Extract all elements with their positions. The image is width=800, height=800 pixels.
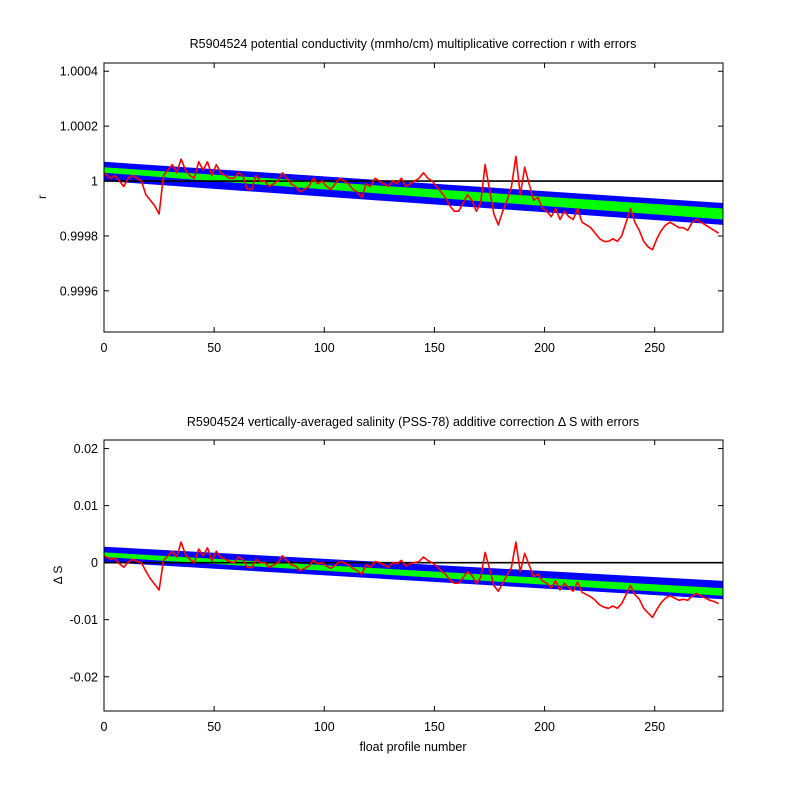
series-line bbox=[104, 155, 720, 251]
plot-area bbox=[104, 541, 723, 619]
x-tick-label: 0 bbox=[101, 341, 108, 355]
y-tick-label: 0.02 bbox=[74, 442, 98, 456]
y-tick-label: -0.01 bbox=[70, 613, 99, 627]
x-tick-label: 150 bbox=[424, 341, 445, 355]
axis-ticks: 0 50 100 150 200 250 -0.02 -0.01 0 0.01 0.02 bbox=[70, 440, 723, 734]
x-tick-label: 150 bbox=[424, 720, 445, 734]
y-tick-label: -0.02 bbox=[70, 670, 99, 684]
chart-panel-delta-s: R5904524 vertically-averaged salinity (P… bbox=[51, 415, 724, 754]
x-tick-label: 250 bbox=[644, 720, 665, 734]
axes-frame bbox=[103, 439, 724, 712]
y-axis-label: Δ S bbox=[51, 566, 65, 585]
x-tick-label: 100 bbox=[314, 341, 335, 355]
x-axis-label: float profile number bbox=[359, 740, 466, 754]
chart-panel-r: R5904524 potential conductivity (mmho/cm… bbox=[35, 37, 724, 355]
x-tick-label: 0 bbox=[101, 720, 108, 734]
x-tick-label: 200 bbox=[534, 341, 555, 355]
x-tick-label: 200 bbox=[534, 720, 555, 734]
y-tick-label: 1.0004 bbox=[60, 65, 98, 79]
y-axis-label: r bbox=[35, 195, 49, 199]
axis-ticks: 0 50 100 150 200 250 0.9996 0.9998 1 1.0002 1.0004 bbox=[60, 63, 723, 355]
y-tick-label: 0.01 bbox=[74, 499, 98, 513]
chart-title: R5904524 vertically-averaged salinity (P… bbox=[187, 415, 639, 429]
x-tick-label: 50 bbox=[207, 720, 221, 734]
series-line bbox=[104, 541, 719, 619]
y-tick-label: 0 bbox=[91, 556, 98, 570]
y-tick-label: 1 bbox=[91, 175, 98, 189]
chart-title: R5904524 potential conductivity (mmho/cm… bbox=[190, 37, 637, 51]
y-tick-label: 0.9998 bbox=[60, 229, 98, 243]
y-tick-label: 1.0002 bbox=[60, 120, 98, 134]
axes-frame bbox=[103, 62, 724, 333]
x-tick-label: 250 bbox=[644, 341, 665, 355]
x-tick-label: 50 bbox=[207, 341, 221, 355]
x-tick-label: 100 bbox=[314, 720, 335, 734]
y-tick-label: 0.9996 bbox=[60, 284, 98, 298]
plot-area bbox=[104, 155, 723, 251]
